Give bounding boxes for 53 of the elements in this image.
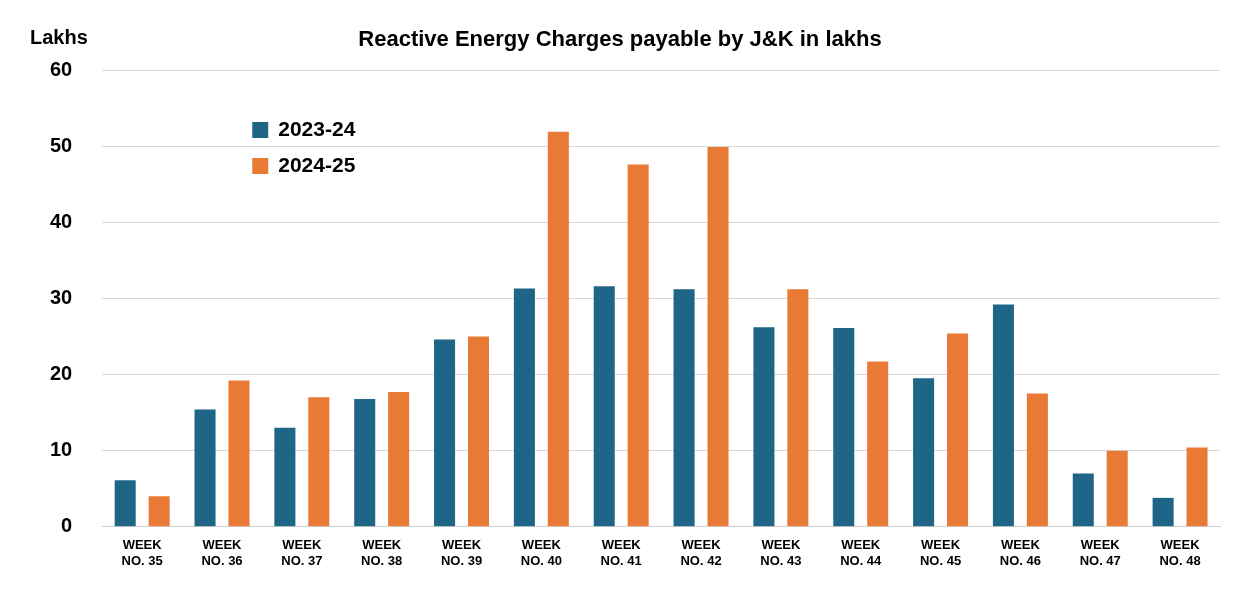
bar: [1186, 447, 1208, 527]
y-tick-label: 0: [61, 514, 73, 537]
bar: [992, 304, 1014, 527]
x-tick-label: WEEK NO. 48: [1159, 537, 1201, 568]
y-tick-label: 60: [50, 57, 73, 80]
bar: [673, 289, 695, 527]
y-axis-title: Lakhs: [30, 26, 88, 49]
x-tick-label: WEEK NO. 35: [121, 537, 163, 568]
bar: [707, 146, 729, 527]
bar: [833, 328, 855, 527]
bar: [627, 164, 649, 527]
y-tick-label: 30: [50, 285, 73, 308]
bar: [1152, 497, 1174, 527]
x-tick-label: WEEK NO. 39: [440, 537, 483, 568]
x-tick-label: WEEK NO. 42: [680, 537, 722, 568]
bar: [148, 496, 170, 527]
bar: [513, 288, 535, 527]
x-tick-label: WEEK NO. 36: [201, 537, 243, 568]
bar: [274, 427, 296, 527]
bar: [114, 480, 136, 527]
x-tick-label: WEEK NO. 47: [1079, 537, 1121, 568]
legend-label: 2024-25: [278, 152, 356, 176]
bar: [753, 327, 775, 527]
bar: [593, 286, 615, 527]
bar: [308, 397, 330, 527]
chart-title: Reactive Energy Charges payable by J&K in lakhs: [358, 26, 882, 51]
x-tick-label: WEEK NO. 38: [361, 537, 403, 568]
x-tick-label: WEEK NO. 46: [999, 537, 1041, 568]
y-tick-label: 20: [50, 362, 73, 385]
x-tick-label: WEEK NO. 45: [919, 537, 962, 568]
y-tick-label: 50: [50, 133, 73, 156]
bar: [547, 131, 569, 527]
bar: [434, 339, 456, 527]
bar: [354, 398, 376, 527]
bar: [1072, 473, 1094, 527]
bar: [1026, 393, 1048, 527]
bar: [228, 380, 250, 527]
bar: [1106, 450, 1128, 527]
bar: [913, 378, 935, 527]
x-tick-label: WEEK NO. 44: [840, 537, 883, 568]
legend-label: 2023-24: [278, 116, 356, 140]
bar: [867, 361, 889, 527]
y-tick-label: 10: [50, 438, 73, 461]
bar: [467, 336, 490, 527]
bar: [787, 289, 809, 527]
x-tick-label: WEEK NO. 43: [760, 537, 802, 568]
bar: [194, 409, 216, 527]
y-tick-label: 40: [50, 209, 73, 232]
x-tick-label: WEEK NO. 37: [281, 537, 323, 568]
bar: [388, 392, 410, 527]
x-tick-label: WEEK NO. 41: [600, 537, 642, 568]
x-tick-label: WEEK NO. 40: [520, 537, 562, 568]
bar: [947, 333, 969, 527]
